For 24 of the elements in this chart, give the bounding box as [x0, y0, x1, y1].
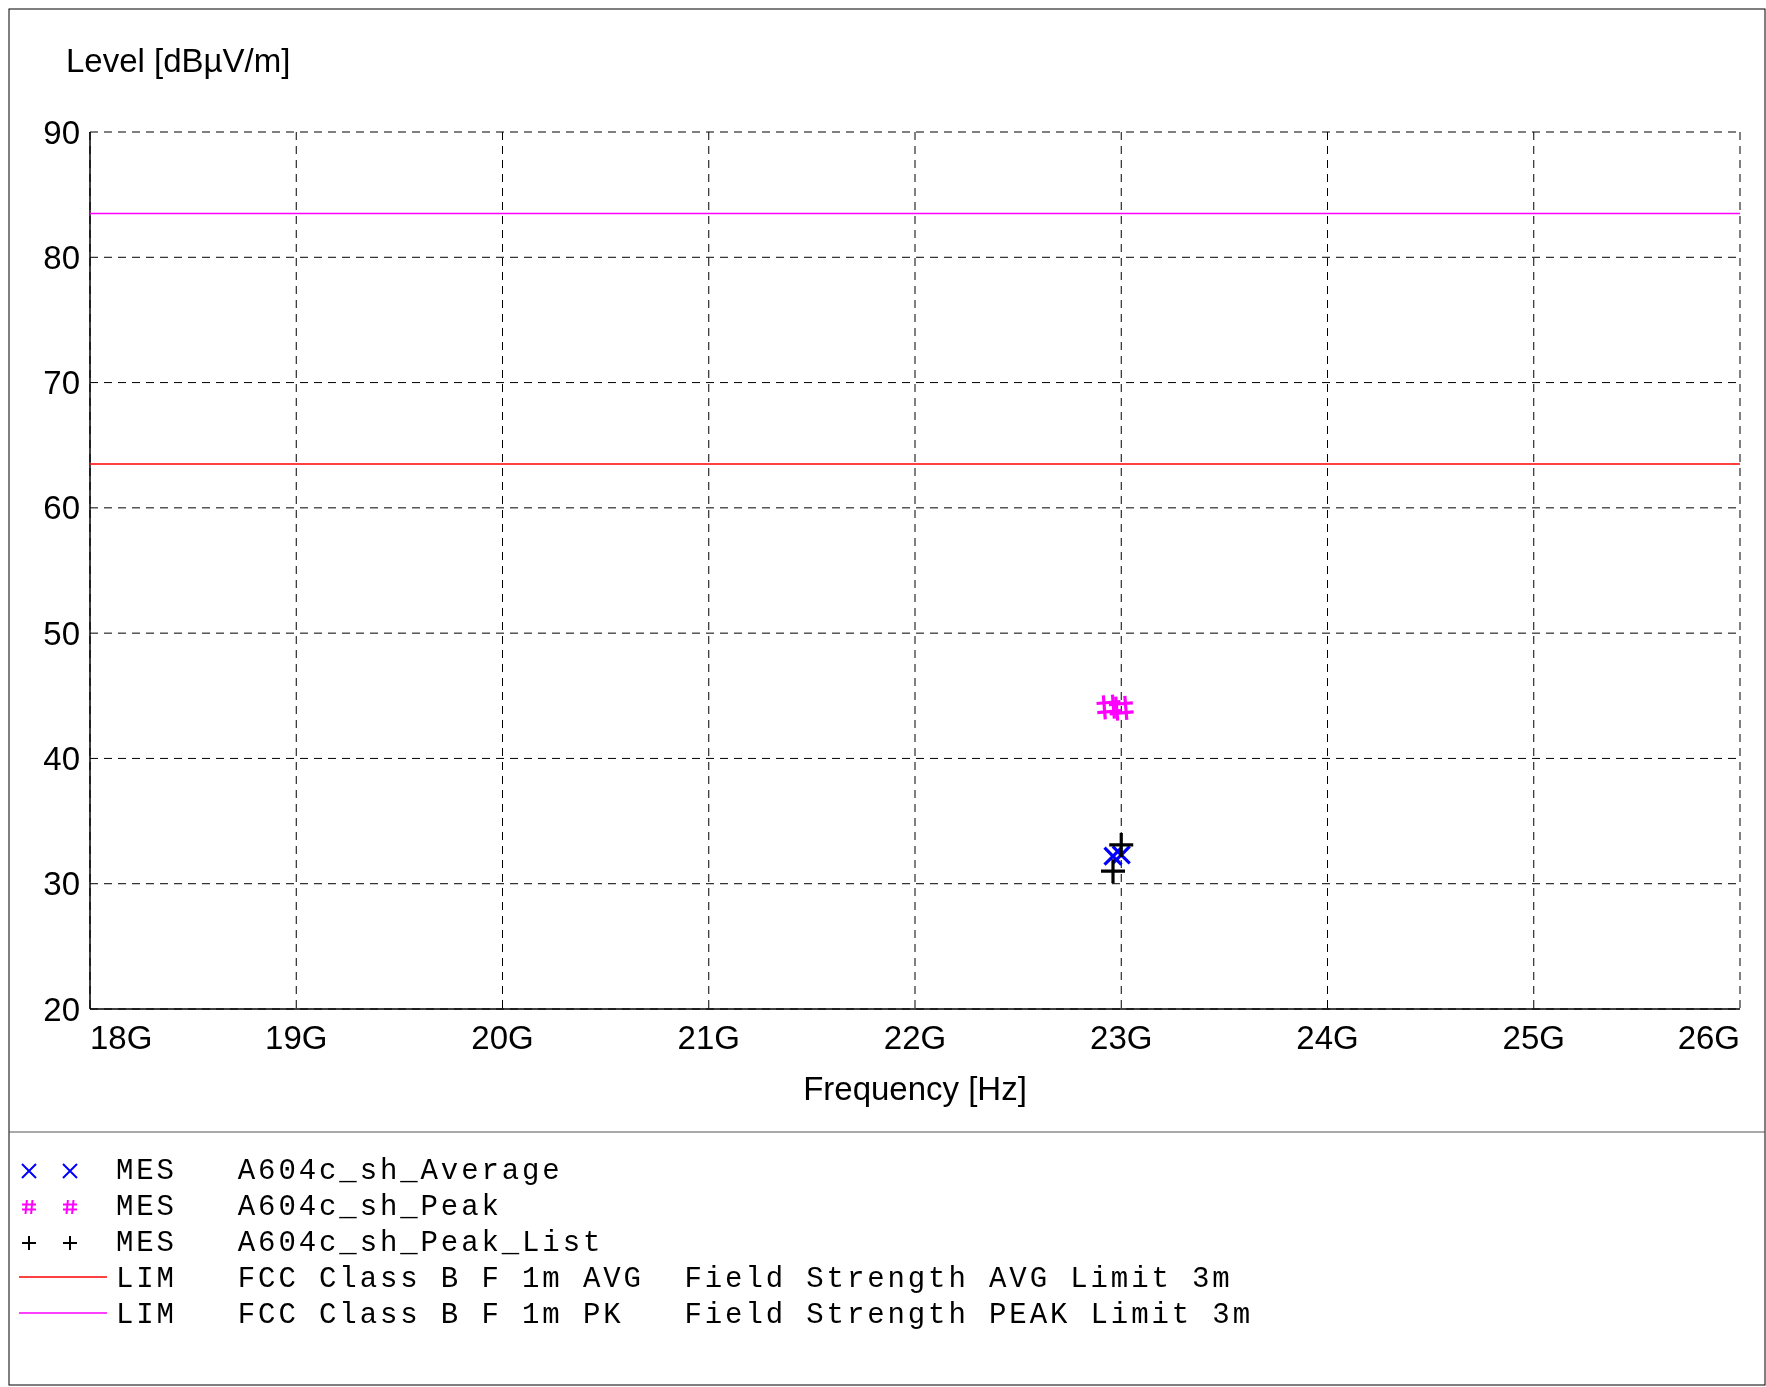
x-tick-label: 18G: [90, 1019, 153, 1056]
legend-label: MES A604c_sh_Average: [116, 1155, 563, 1188]
y-tick-label: 20: [43, 990, 80, 1028]
y-tick-label: 30: [43, 865, 80, 903]
x-tick-label: 25G: [1502, 1019, 1565, 1056]
x-tick-label: 20G: [471, 1019, 534, 1056]
legend-label: LIM FCC Class B F 1m PK Field Strength PEAK Limit 3m: [116, 1299, 1253, 1332]
y-tick-label: 70: [43, 364, 80, 402]
legend-label: MES A604c_sh_Peak: [116, 1191, 502, 1224]
y-tick-label: 90: [43, 113, 80, 151]
x-tick-label: 19G: [265, 1019, 328, 1056]
legend-label: LIM FCC Class B F 1m AVG Field Strength AVG Limit 3m: [116, 1263, 1233, 1296]
x-axis-title: Frequency [Hz]: [803, 1070, 1027, 1107]
x-tick-label: 22G: [883, 1019, 947, 1056]
x-tick-label: 21G: [677, 1019, 740, 1056]
x-tick-label: 26G: [1677, 1019, 1740, 1056]
y-tick-label: 60: [43, 489, 80, 527]
y-tick-label: 40: [43, 739, 80, 777]
x-tick-label: 24G: [1296, 1019, 1359, 1056]
y-tick-label: 50: [43, 614, 80, 652]
y-axis-title: Level [dBµV/m]: [66, 42, 291, 79]
legend-label: MES A604c_sh_Peak_List: [116, 1227, 604, 1260]
y-tick-label: 80: [43, 238, 80, 276]
x-tick-label: 23G: [1090, 1019, 1153, 1056]
